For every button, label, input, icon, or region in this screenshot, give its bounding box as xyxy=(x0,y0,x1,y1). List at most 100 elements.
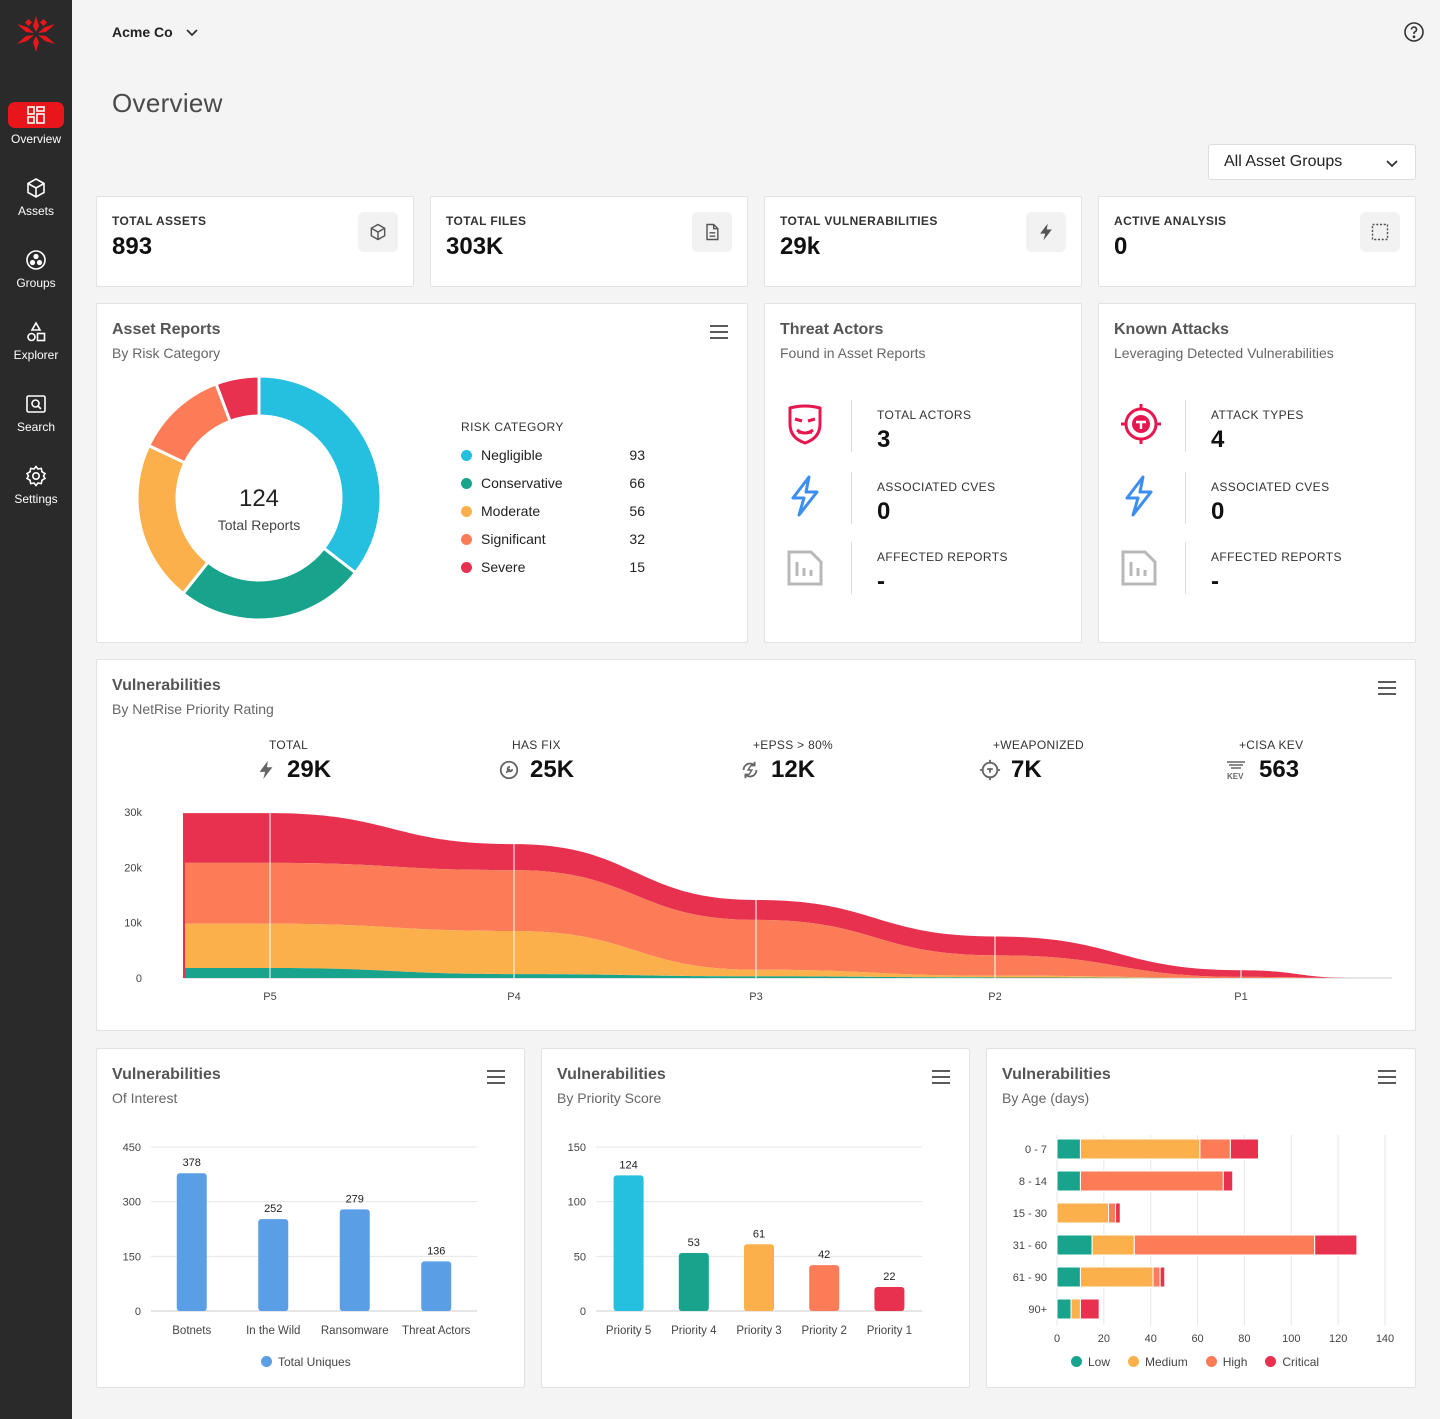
y-tick-label: 61 - 90 xyxy=(1013,1272,1047,1284)
kpi-epss: +EPSS > 80% 12K xyxy=(739,738,833,784)
vuln-interest-card: Vulnerabilities Of Interest 0 150 300 450 37… xyxy=(96,1048,525,1388)
legend-value: 66 xyxy=(629,475,645,491)
sidebar-item-label: Search xyxy=(16,420,56,434)
stacked-bar-segment xyxy=(1108,1202,1117,1224)
x-tick-label: P3 xyxy=(749,991,762,1003)
legend-label: High xyxy=(1222,1355,1248,1369)
chevron-down-icon[interactable] xyxy=(184,24,200,40)
area-series xyxy=(185,923,1355,978)
bar xyxy=(744,1244,774,1311)
legend-value: 15 xyxy=(629,559,645,575)
bar-data-label: 279 xyxy=(346,1193,364,1205)
card-subtitle: By Risk Category xyxy=(112,345,221,361)
x-tick-label: Threat Actors xyxy=(402,1325,471,1337)
legend-swatch xyxy=(461,562,472,573)
stat-card-total-files: TOTAL FILES 303K xyxy=(430,196,748,287)
legend-title: RISK CATEGORY xyxy=(461,420,564,434)
bar xyxy=(258,1219,289,1311)
legend-item[interactable]: Conservative 66 xyxy=(461,475,645,491)
help-icon[interactable] xyxy=(1402,20,1426,44)
gear-icon xyxy=(25,465,47,487)
stacked-bar-segment xyxy=(1091,1234,1135,1256)
legend-item[interactable]: Low xyxy=(1071,1355,1110,1369)
stacked-bar-segment xyxy=(1056,1202,1110,1224)
cube-icon xyxy=(27,178,45,198)
stat-label: TOTAL FILES xyxy=(446,214,527,228)
legend-item[interactable]: Significant 32 xyxy=(461,531,645,547)
y-tick-label: 15 - 30 xyxy=(1013,1208,1047,1220)
bolt-icon xyxy=(1040,223,1052,241)
legend-label: Severe xyxy=(481,559,526,575)
stacked-bar-segment xyxy=(1056,1266,1081,1288)
x-tick-label: Priority 4 xyxy=(671,1325,717,1337)
stacked-bar-segment xyxy=(1314,1234,1358,1256)
y-tick-label: 30k xyxy=(124,807,142,819)
x-tick-label: 20 xyxy=(1098,1333,1110,1343)
kpi-label: +CISA KEV xyxy=(1239,738,1304,752)
top-bar: Acme Co xyxy=(72,0,1440,64)
legend-item[interactable]: Critical xyxy=(1265,1355,1319,1369)
bar-data-label: 124 xyxy=(619,1159,637,1171)
stacked-bar-segment xyxy=(1159,1266,1166,1288)
priority-score-bar-chart: 0 50 100 150 124 Priority 5 53 Priority 4 61 Prio… xyxy=(568,1142,922,1337)
stacked-bar-segment xyxy=(1056,1138,1081,1160)
legend-item[interactable]: Severe 15 xyxy=(461,559,645,575)
org-switcher-label[interactable]: Acme Co xyxy=(112,24,173,40)
interest-bar-chart: 0 150 300 450 378 Botnets 252 In the Wild 279 Ran… xyxy=(123,1142,477,1337)
sidebar-item-explorer[interactable]: Explorer xyxy=(0,320,72,362)
stat-label: ASSOCIATED CVES xyxy=(877,480,996,494)
area-series xyxy=(185,862,1355,978)
legend-item[interactable]: Total Uniques xyxy=(261,1355,351,1369)
sidebar-item-assets[interactable]: Assets xyxy=(0,176,72,218)
asset-reports-card: Asset Reports By Risk Category 124 Total… xyxy=(96,303,748,643)
card-subtitle: Found in Asset Reports xyxy=(780,345,926,361)
stacked-bar-segment xyxy=(1115,1202,1121,1224)
x-tick-label: P1 xyxy=(1234,991,1247,1003)
legend-item[interactable]: High xyxy=(1205,1355,1248,1369)
menu-icon[interactable] xyxy=(931,1069,951,1085)
sidebar-item-groups[interactable]: Groups xyxy=(0,248,72,290)
menu-icon[interactable] xyxy=(709,324,729,340)
stat-label: AFFECTED REPORTS xyxy=(877,550,1008,564)
stacked-bar-segment xyxy=(1056,1170,1081,1192)
stat-value: 29k xyxy=(780,233,821,260)
sidebar-item-search[interactable]: Search xyxy=(0,392,72,434)
brand-logo[interactable] xyxy=(14,12,58,56)
x-tick-label: P4 xyxy=(507,991,520,1003)
x-tick-label: Botnets xyxy=(172,1325,211,1337)
sidebar-item-settings[interactable]: Settings xyxy=(0,464,72,506)
x-tick-label: In the Wild xyxy=(246,1325,300,1337)
bar xyxy=(421,1261,452,1311)
kpi-value: 12K xyxy=(771,756,816,783)
kpi-value: 563 xyxy=(1259,756,1300,783)
file-icon xyxy=(706,223,719,241)
age-legend: Low Medium High Critical xyxy=(1071,1355,1319,1369)
asset-group-select-value: All Asset Groups xyxy=(1224,153,1343,170)
svg-text:KEV: KEV xyxy=(1227,772,1244,781)
page-title: Overview xyxy=(112,88,223,118)
stacked-bar-segment xyxy=(1056,1234,1093,1256)
menu-icon[interactable] xyxy=(1377,680,1397,696)
asset-group-select[interactable]: All Asset Groups xyxy=(1208,144,1416,180)
legend-swatch xyxy=(261,1356,272,1367)
y-tick-label: 150 xyxy=(123,1251,141,1263)
card-subtitle: Of Interest xyxy=(112,1090,178,1106)
menu-icon[interactable] xyxy=(486,1069,506,1085)
legend-item[interactable]: Medium xyxy=(1128,1355,1188,1369)
legend-item[interactable]: Negligible 93 xyxy=(461,447,645,463)
kpi-label: HAS FIX xyxy=(512,738,561,752)
sidebar-item-label: Assets xyxy=(17,204,54,218)
stat-value: 0 xyxy=(1211,498,1225,525)
crosshair-icon xyxy=(1121,404,1161,444)
menu-icon[interactable] xyxy=(1377,1069,1397,1085)
stat-label: TOTAL VULNERABILITIES xyxy=(780,214,938,228)
kev-icon: KEV xyxy=(1227,761,1245,781)
sidebar-item-label: Overview xyxy=(10,132,61,146)
risk-donut-chart: 124 Total Reports xyxy=(135,374,383,622)
bar-data-label: 42 xyxy=(818,1249,830,1261)
card-subtitle: By Priority Score xyxy=(557,1090,662,1106)
sidebar-item-overview[interactable]: Overview xyxy=(0,102,72,146)
card-title: Vulnerabilities xyxy=(1002,1066,1111,1083)
legend-label: Moderate xyxy=(481,503,541,519)
legend-item[interactable]: Moderate 56 xyxy=(461,503,645,519)
